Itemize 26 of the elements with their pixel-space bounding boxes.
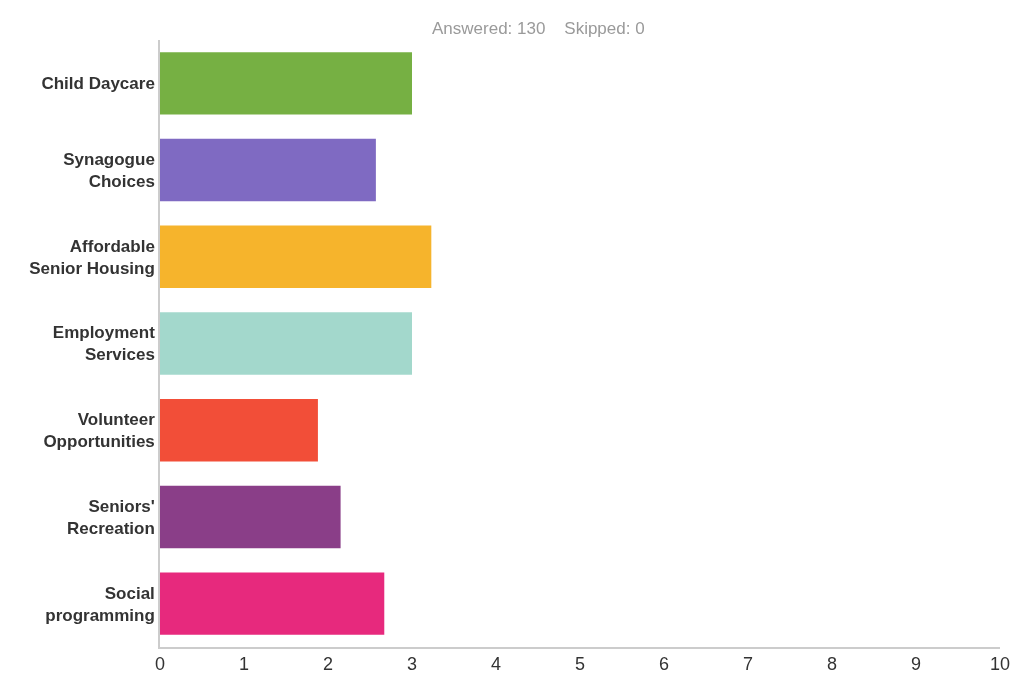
y-tick-label: Employment Services	[52, 323, 156, 365]
x-tick-label: 0	[154, 654, 166, 675]
x-tick-label: 7	[742, 654, 754, 675]
x-tick-label: 8	[826, 654, 838, 675]
bar	[160, 52, 412, 115]
y-tick-label: Child Daycare	[41, 74, 155, 94]
bar	[160, 138, 376, 202]
y-tick-label: Affordable Senior Housing	[29, 236, 155, 278]
x-tick-label: 5	[574, 654, 586, 675]
x-tick-label: 10	[989, 654, 1011, 675]
y-tick-label: Synagogue Choices	[63, 149, 155, 192]
y-tick-label: Social programming	[45, 583, 155, 625]
x-tick-label: 9	[910, 654, 922, 675]
y-tick-label: Volunteer Opportunities	[43, 410, 156, 452]
x-tick-label: 3	[406, 654, 418, 675]
x-tick-label: 2	[322, 654, 334, 675]
x-tick-label: 6	[658, 654, 670, 675]
bar	[160, 572, 385, 635]
bar	[160, 399, 318, 462]
bar	[160, 225, 432, 288]
y-tick-label: Seniors' Recreation	[66, 496, 155, 538]
chart-subtitle: Answered: 130 Skipped: 0	[432, 19, 645, 38]
bar	[160, 485, 341, 549]
bar	[160, 312, 412, 375]
x-tick-label: 4	[490, 654, 502, 675]
x-tick-label: 1	[238, 654, 250, 675]
